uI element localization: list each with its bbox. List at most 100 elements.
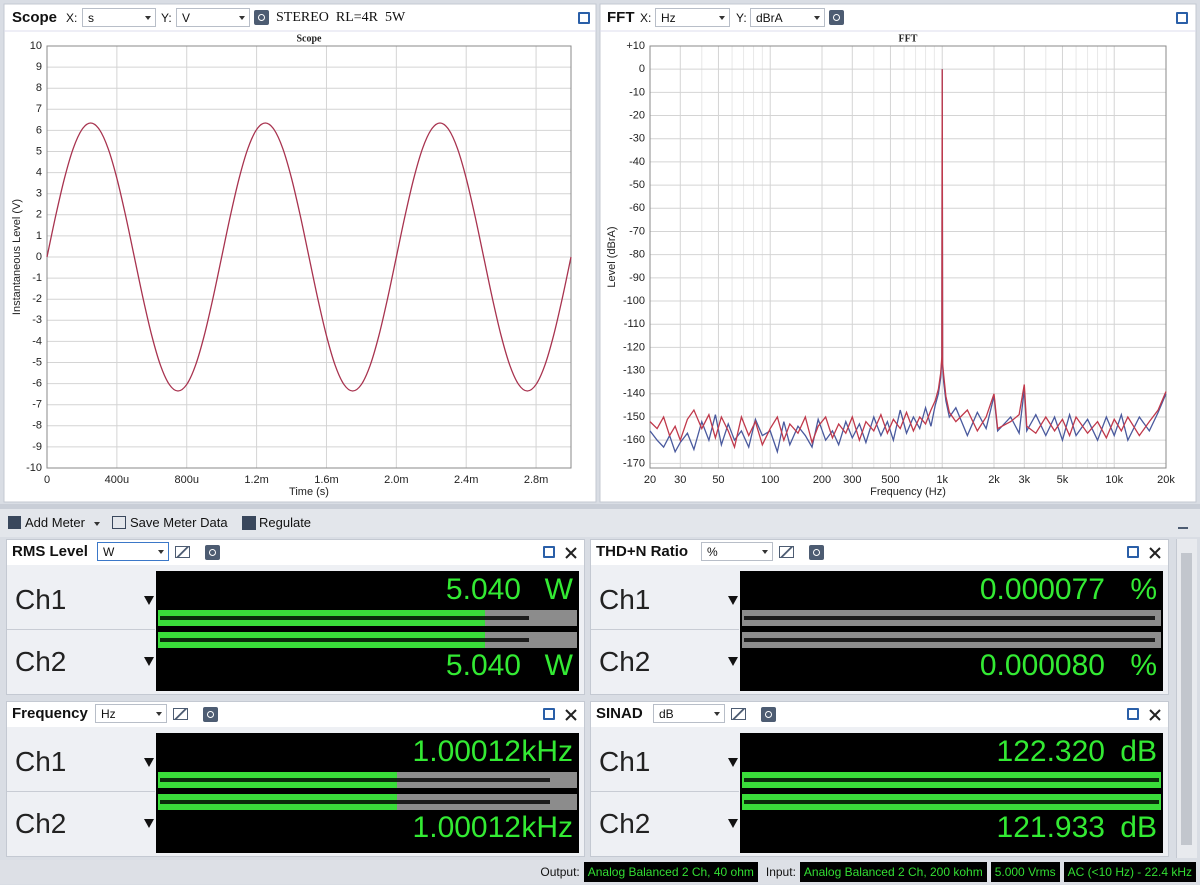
y-tick-label: -80 (629, 249, 645, 261)
save-meter-data-button[interactable]: Save Meter Data (130, 515, 228, 530)
dropdown-caret (94, 522, 100, 526)
chart-button[interactable] (779, 546, 794, 558)
row-divider (7, 629, 155, 630)
close-button[interactable] (1149, 708, 1161, 721)
add-meter-button[interactable]: Add Meter (25, 515, 85, 530)
settings-button[interactable] (829, 10, 844, 25)
y-tick-label: -10 (26, 462, 42, 474)
x-unit-dropdown[interactable]: Hz (655, 8, 730, 27)
meter-unit: W (544, 649, 573, 682)
y-tick-label: 1 (36, 230, 42, 242)
chart-button[interactable] (175, 546, 190, 558)
peak-line (160, 778, 550, 782)
meter-unit: kHz (521, 735, 573, 768)
output-label: Output: (540, 865, 580, 879)
unit-dropdown[interactable]: dB (653, 704, 725, 723)
unit-dropdown[interactable]: W (97, 542, 169, 561)
close-button[interactable] (565, 546, 577, 559)
y-tick-label: -5 (32, 356, 42, 368)
channel-menu[interactable] (728, 657, 738, 666)
settings-button[interactable] (205, 545, 220, 560)
settings-button[interactable] (203, 707, 218, 722)
scrollbar-thumb[interactable] (1181, 553, 1192, 845)
y-unit-dropdown[interactable]: V (176, 8, 250, 27)
meter-reading: 5.040 (445, 649, 521, 682)
close-button[interactable] (565, 708, 577, 721)
x-tick-label: 200 (813, 474, 831, 486)
y-tick-label: 8 (36, 82, 42, 94)
y-tick-label: -60 (629, 202, 645, 214)
close-button[interactable] (1149, 546, 1161, 559)
x-tick-label: 1.2m (244, 474, 268, 486)
meter-header (7, 702, 584, 727)
y-unit: V (182, 11, 191, 25)
unit-dropdown[interactable]: Hz (95, 704, 167, 723)
popout-button[interactable] (578, 12, 590, 24)
channel-menu[interactable] (144, 596, 154, 605)
plot-frame (649, 45, 1167, 469)
y-tick-label: 9 (36, 61, 42, 73)
settings-button[interactable] (761, 707, 776, 722)
channel-name: Ch2 (599, 808, 651, 839)
panel-title: FFT (607, 9, 635, 26)
peak-line (744, 616, 1155, 620)
meter-unit: dB (1120, 735, 1157, 768)
channel-menu[interactable] (728, 596, 738, 605)
unit-select: Hz (101, 707, 116, 721)
level-bar (742, 610, 1161, 626)
meter-reading: 0.000080 (979, 649, 1105, 682)
x-axis-label: X: (66, 11, 78, 25)
unit-select: dB (659, 707, 674, 721)
close-icon (1149, 709, 1161, 721)
toolbar (0, 509, 1200, 537)
status-bar: Output: Analog Balanced 2 Ch, 40 ohm Inp… (0, 860, 1196, 884)
settings-button[interactable] (809, 545, 824, 560)
x-tick-label: 0 (44, 474, 50, 486)
close-icon (565, 547, 577, 559)
input-level: 5.000 Vrms (990, 862, 1060, 882)
meter-header (7, 540, 584, 565)
x-tick-label: 3k (1018, 474, 1030, 486)
x-tick-label: 50 (712, 474, 724, 486)
y-axis-label: Y: (161, 11, 172, 25)
chart-button[interactable] (731, 708, 746, 720)
y-unit-dropdown[interactable]: dBrA (750, 8, 825, 27)
meter-panel: Frequency Hz 1.00012 kHz 1.00012 kHz Ch1 Ch2 (6, 701, 585, 857)
regulate-button[interactable]: Regulate (259, 515, 312, 530)
popout-button[interactable] (1176, 12, 1188, 24)
scrollbar[interactable] (1176, 539, 1197, 858)
settings-button[interactable] (254, 10, 269, 25)
meter-reading: 121.933 (996, 811, 1105, 844)
unit-dropdown[interactable]: % (701, 542, 773, 561)
meter-unit: % (1130, 573, 1157, 606)
collapse-icon[interactable] (1178, 517, 1188, 529)
chart-title: FFT (899, 33, 918, 44)
chart-button[interactable] (173, 708, 188, 720)
y-tick-label: -120 (623, 341, 645, 353)
scope-header: Scope X: s Y: V STEREO RL=4R 5W (6, 6, 594, 30)
channel-menu[interactable] (144, 657, 154, 666)
peak-line (744, 800, 1159, 804)
popout-button[interactable] (1127, 708, 1139, 720)
popout-button[interactable] (1127, 546, 1139, 558)
channel-menu[interactable] (144, 819, 154, 828)
y-tick-label: -8 (32, 420, 42, 432)
x-unit-dropdown[interactable]: s (82, 8, 156, 27)
popout-button[interactable] (543, 708, 555, 720)
y-tick-label: -40 (629, 156, 645, 168)
channel-menu[interactable] (728, 819, 738, 828)
y-tick-label: -3 (32, 314, 42, 326)
popout-button[interactable] (543, 546, 555, 558)
splitter[interactable] (0, 504, 1200, 509)
channel-menu[interactable] (144, 758, 154, 767)
peak-line (744, 778, 1159, 782)
y-axis-title: Level (dBrA) (606, 226, 618, 287)
meter-display: 1.00012 kHz 1.00012 kHz (156, 733, 579, 853)
y-tick-label: -130 (623, 365, 645, 377)
y-tick-label: 6 (36, 124, 42, 136)
y-tick-label: -20 (629, 109, 645, 121)
channel-menu[interactable] (728, 758, 738, 767)
x-unit: Hz (661, 11, 676, 25)
meter-reading: 122.320 (996, 735, 1105, 768)
